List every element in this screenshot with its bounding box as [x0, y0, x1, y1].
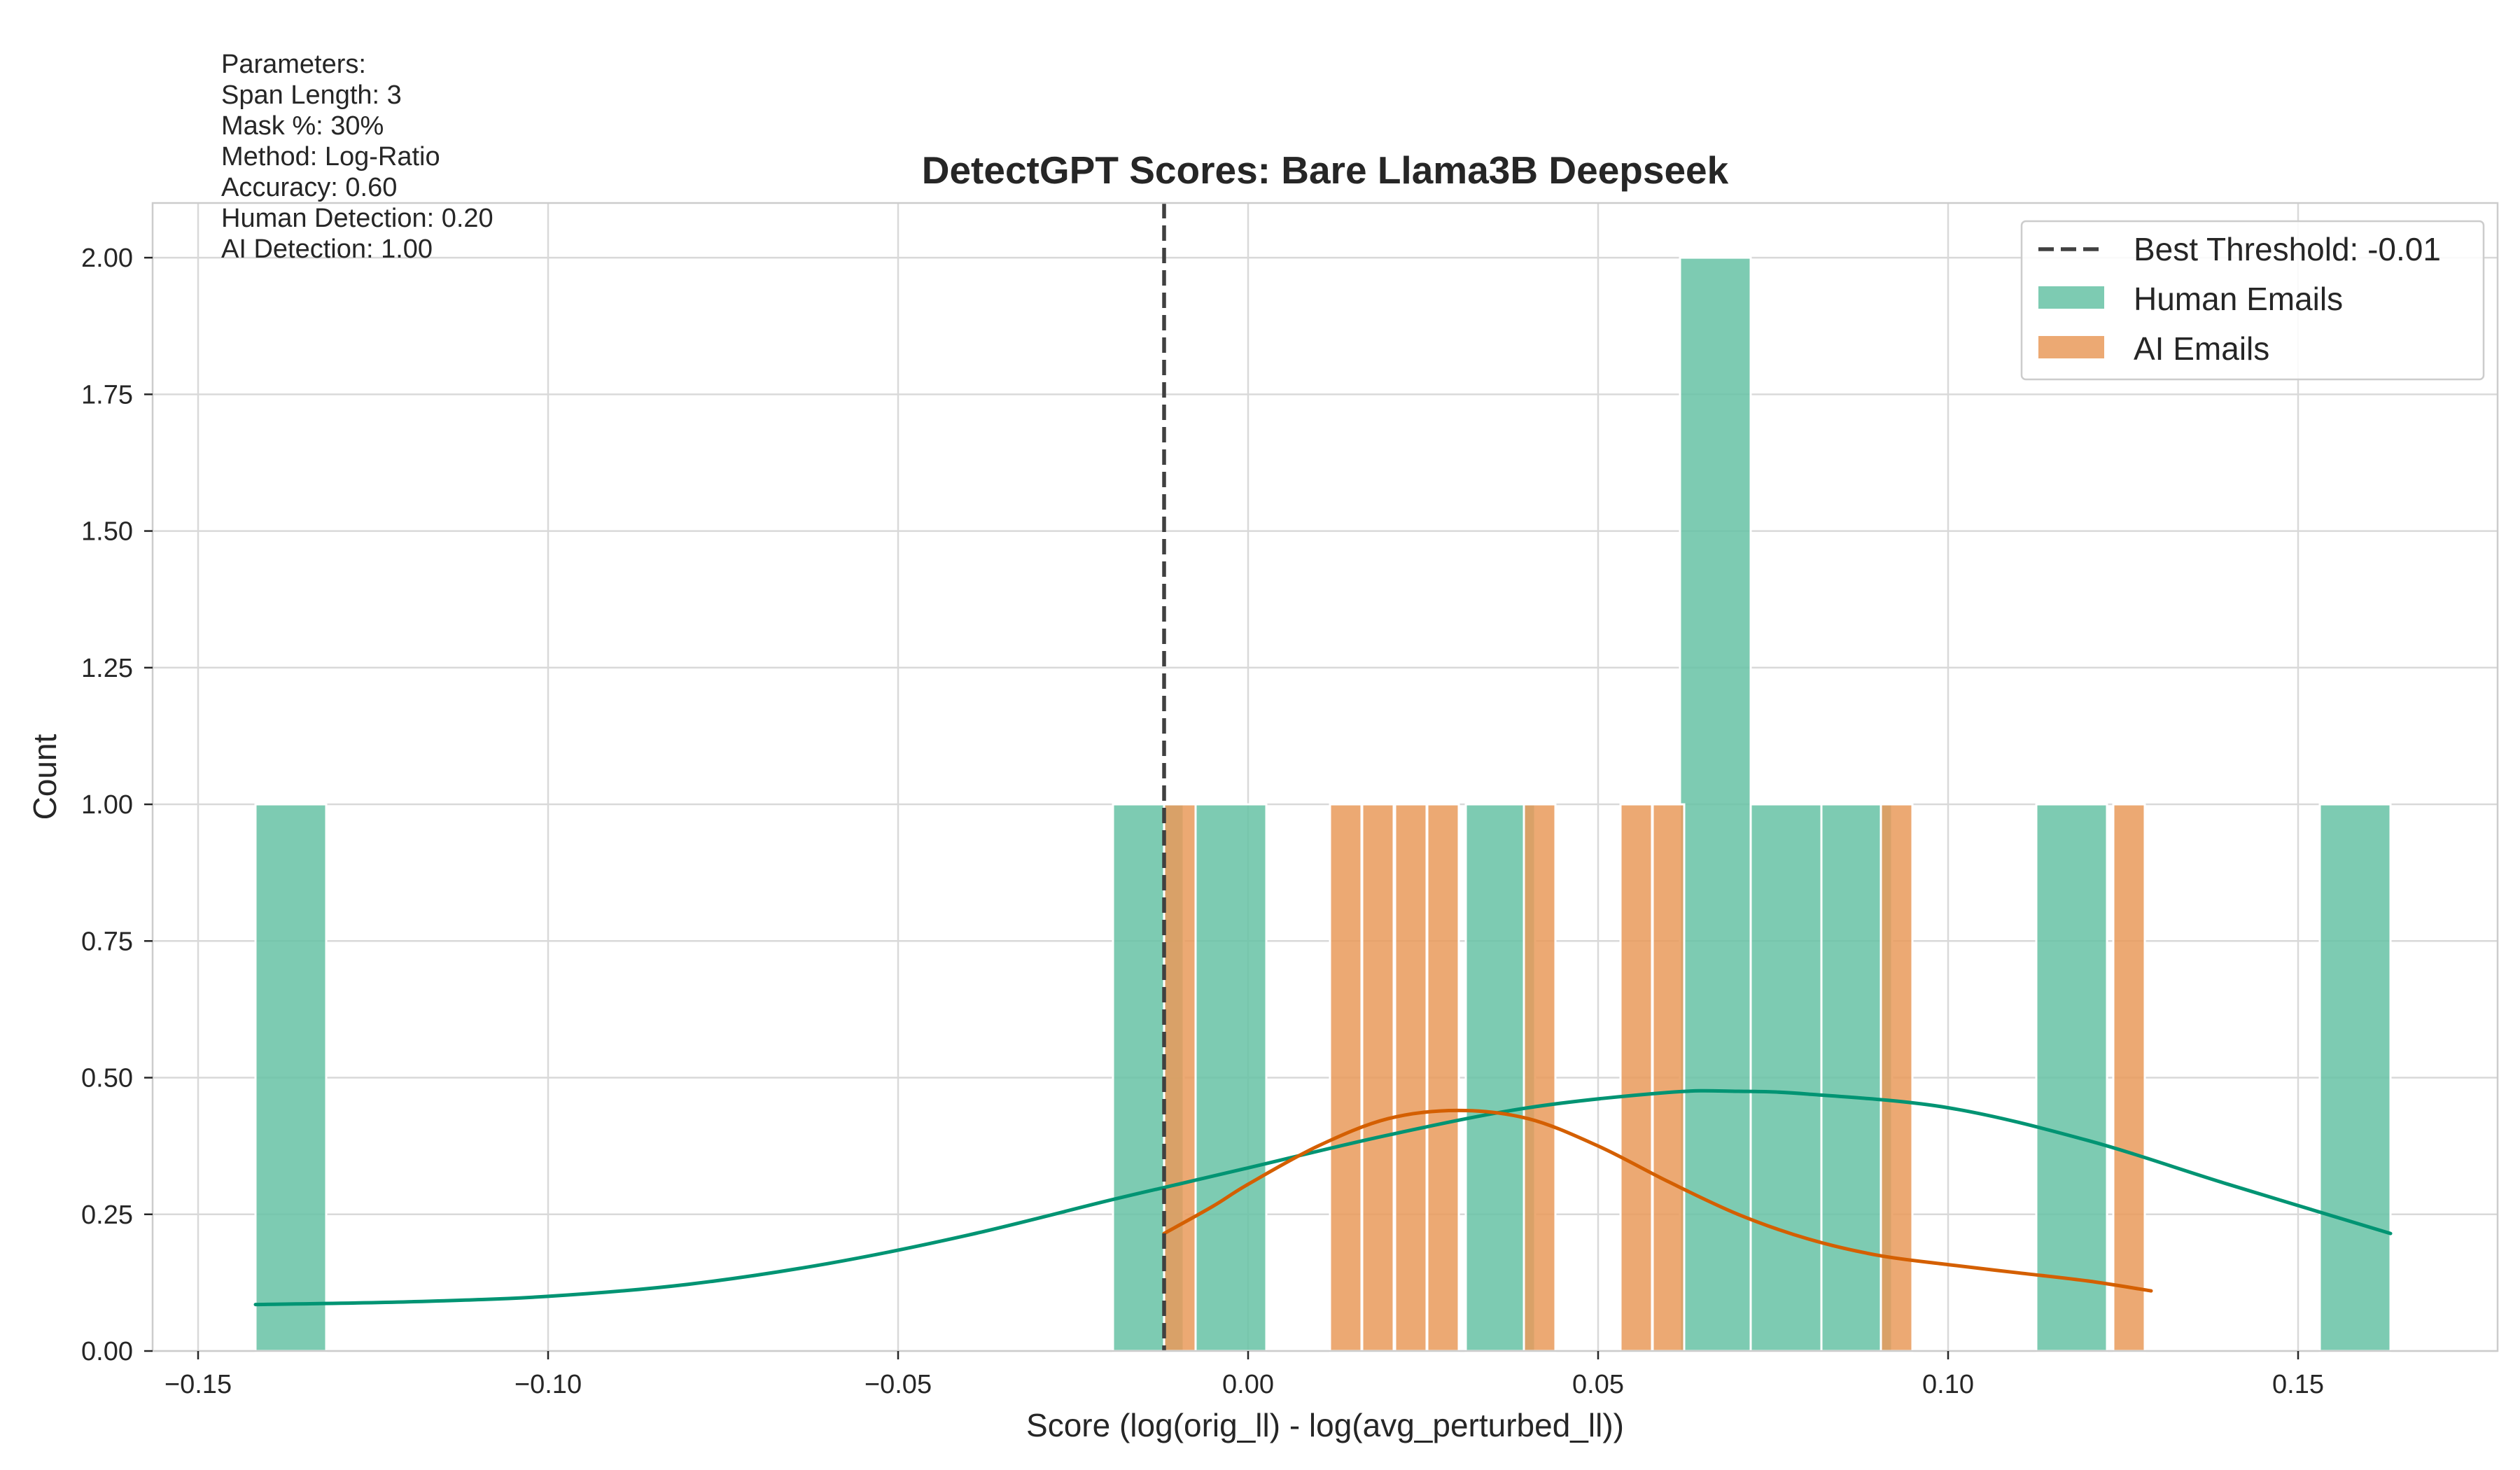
parameter-line: Method: Log-Ratio: [221, 142, 440, 172]
human-emails-bar: [1749, 803, 1823, 1352]
parameter-line: Accuracy: 0.60: [221, 173, 398, 202]
parameter-line: AI Detection: 1.00: [221, 234, 433, 264]
parameters-box: Parameters: Span Length: 3 Mask %: 30% M…: [221, 49, 493, 265]
human-emails-kde-curve: [253, 1088, 2393, 1307]
legend-human-swatch: [2038, 286, 2104, 309]
ai-emails-bar: [1394, 803, 1428, 1352]
legend-box: [2020, 220, 2485, 381]
human-emails-bar: [2318, 803, 2392, 1352]
x-axis-label: Score (log(orig_ll) - log(avg_perturbed_…: [1026, 1407, 1624, 1443]
ai-emails-bar: [1651, 803, 1686, 1352]
ai-emails-bar: [2112, 803, 2146, 1352]
x-tick-label: −0.15: [164, 1370, 232, 1399]
ai-emails-bar: [1329, 803, 1363, 1352]
ai-emails-bar: [1361, 803, 1395, 1352]
y-axis-label: Count: [27, 734, 63, 820]
human-emails-bar: [1679, 256, 1752, 1352]
ai-emails-bar: [1619, 803, 1653, 1352]
parameter-line: Span Length: 3: [221, 80, 402, 110]
x-axis-ticks: −0.15 −0.10 −0.05 0.00 0.05 0.10 0.15: [164, 1351, 2324, 1399]
ai-emails-bar: [1879, 803, 1914, 1352]
y-tick-label: 2.00: [81, 244, 133, 273]
legend-ai-swatch: [2038, 336, 2104, 358]
x-tick-label: −0.10: [514, 1370, 582, 1399]
legend-threshold-label: Best Threshold: -0.01: [2134, 231, 2441, 267]
plot-frame: [151, 202, 2499, 1352]
ai-emails-bars: [1163, 803, 2146, 1352]
ai-emails-bar: [1426, 803, 1460, 1352]
y-tick-label: 1.25: [81, 654, 133, 683]
legend: Best Threshold: -0.01 Human Emails AI Em…: [2020, 220, 2485, 381]
y-tick-label: 0.50: [81, 1064, 133, 1093]
x-tick-label: 0.05: [1572, 1370, 1624, 1399]
x-tick-label: 0.00: [1222, 1370, 1274, 1399]
y-tick-label: 1.00: [81, 790, 133, 820]
human-emails-bar: [1194, 803, 1268, 1352]
ai-emails-kde-curve: [1162, 1108, 2153, 1293]
y-tick-label: 0.25: [81, 1200, 133, 1230]
parameter-line: Mask %: 30%: [221, 111, 384, 141]
y-tick-label: 1.50: [81, 517, 133, 547]
x-tick-label: 0.15: [2272, 1370, 2324, 1399]
chart-title: DetectGPT Scores: Bare Llama3B Deepseek: [922, 148, 1729, 192]
y-tick-label: 0.00: [81, 1337, 133, 1366]
parameter-line: Human Detection: 0.20: [221, 204, 493, 233]
parameters-heading: Parameters:: [221, 50, 366, 79]
y-tick-label: 1.75: [81, 380, 133, 410]
legend-human-label: Human Emails: [2134, 281, 2343, 317]
kde-curves: [253, 1088, 2393, 1307]
ai-emails-bar: [1163, 803, 1197, 1352]
legend-ai-label: AI Emails: [2134, 330, 2269, 367]
human-emails-bar: [2035, 803, 2108, 1352]
y-axis-ticks: 0.00 0.25 0.50 0.75 1.00 1.25 1.50 1.75 2.00: [81, 244, 153, 1366]
x-tick-label: −0.05: [864, 1370, 932, 1399]
human-emails-bar: [254, 803, 328, 1352]
ai-emails-bar: [1522, 803, 1557, 1352]
x-tick-label: 0.10: [1922, 1370, 1974, 1399]
y-tick-label: 0.75: [81, 927, 133, 956]
